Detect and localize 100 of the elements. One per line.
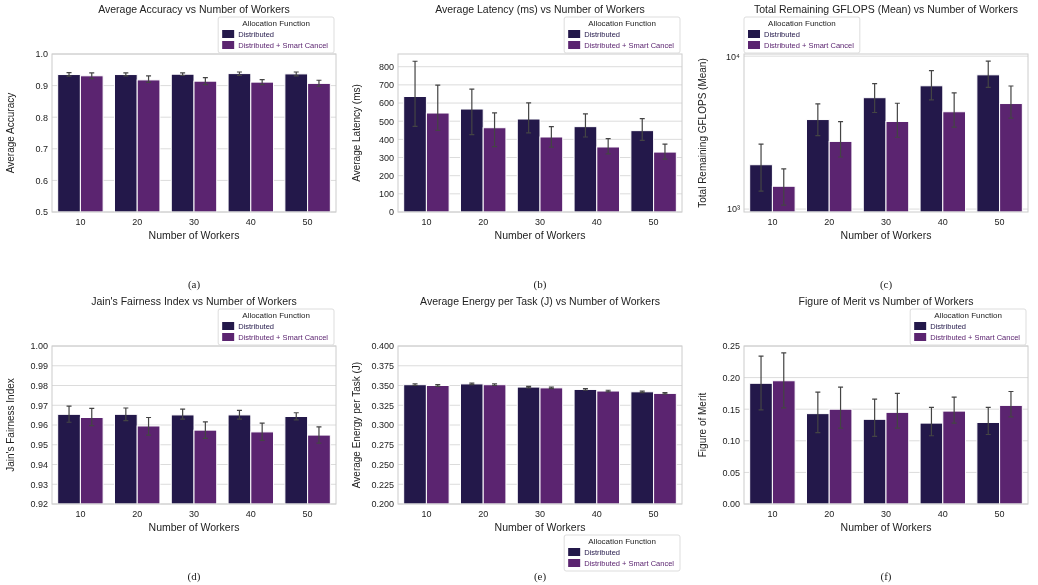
y-tick-label: 700 (378, 80, 394, 91)
x-tick-label: 50 (994, 216, 1005, 227)
x-tick-label: 10 (421, 508, 432, 519)
x-tick-label: 30 (188, 216, 200, 227)
y-tick-label: 0.99 (30, 361, 48, 372)
text: (b) (533, 278, 547, 291)
y-tick-label: 300 (378, 152, 394, 163)
legend-title: Allocation Function (242, 311, 310, 320)
x-tick-label: 30 (880, 508, 892, 519)
y-tick-label: 500 (378, 116, 394, 127)
chart-title: Total Remaining GFLOPS (Mean) vs Number of Workers (753, 3, 1019, 15)
x-tick-label: 20 (478, 216, 489, 227)
x-tick-label: 10 (75, 508, 86, 519)
x-tick-label: 40 (591, 508, 602, 519)
y-tick-label: 0.300 (371, 420, 394, 431)
x-axis-title: Number of Workers (494, 521, 586, 533)
text: (a) (187, 278, 201, 291)
y-axis-title: Total Remaining GFLOPS (Mean) (697, 58, 708, 208)
x-tick-label: 40 (937, 508, 948, 519)
y-tick-label: 0.00 (722, 499, 740, 510)
y-tick-label: 0.275 (371, 440, 394, 451)
x-tick-label: 50 (648, 508, 659, 519)
x-tick-label: 10 (767, 508, 778, 519)
y-tick-label: 100 (378, 189, 394, 200)
y-tick-label: 200 (378, 171, 394, 182)
y-tick-label: 0.05 (722, 467, 740, 478)
x-tick-label: 20 (824, 216, 835, 227)
y-tick-label: 0.325 (371, 400, 394, 411)
y-tick-label: 0.225 (371, 479, 394, 490)
x-tick-label: 10 (767, 216, 778, 227)
x-tick-label: 40 (245, 216, 256, 227)
chart-title: Jain's Fairness Index vs Number of Workers (91, 295, 297, 307)
y-tick-label: 10³ (726, 204, 740, 215)
y-tick-label: 0.375 (371, 361, 394, 372)
y-tick-label: 600 (378, 98, 394, 109)
x-tick-label: 40 (591, 216, 602, 227)
x-axis-title: Number of Workers (494, 229, 586, 241)
x-tick-label: 20 (132, 216, 143, 227)
y-tick-label: 0.92 (30, 499, 48, 510)
y-tick-label: 0 (388, 207, 394, 218)
y-tick-label: 0.96 (30, 420, 48, 431)
y-tick-label: 0.8 (35, 112, 48, 123)
y-tick-label: 0.7 (35, 144, 48, 155)
y-axis-title: Average Accuracy (5, 92, 16, 174)
y-tick-label: 800 (378, 62, 394, 73)
x-tick-label: 30 (880, 216, 892, 227)
y-tick-label: 0.5 (35, 207, 48, 218)
y-tick-label: 1.00 (30, 341, 48, 352)
chart-title: Figure of Merit vs Number of Workers (798, 295, 974, 307)
x-tick-label: 40 (245, 508, 256, 519)
x-tick-label: 50 (648, 216, 659, 227)
x-tick-label: 40 (937, 216, 948, 227)
x-axis-title: Number of Workers (148, 229, 240, 241)
chart-title: Average Accuracy vs Number of Workers (98, 3, 290, 15)
chart-title: Average Energy per Task (J) vs Number of Workers (420, 295, 660, 307)
y-axis-title: Figure of Merit (697, 392, 708, 458)
y-axis-title: Average Latency (ms) (351, 84, 362, 182)
x-tick-label: 10 (75, 216, 86, 227)
y-tick-label: 0.97 (30, 400, 48, 411)
y-tick-label: 0.400 (371, 341, 394, 352)
x-axis-title: Number of Workers (840, 229, 932, 241)
x-axis-title: Number of Workers (148, 521, 240, 533)
x-tick-label: 20 (478, 508, 489, 519)
text: (d) (187, 570, 201, 583)
x-tick-label: 30 (534, 216, 546, 227)
y-tick-label: 0.20 (722, 372, 740, 383)
y-tick-label: 0.95 (30, 440, 48, 451)
x-tick-label: 20 (824, 508, 835, 519)
text: (c) (879, 278, 893, 291)
y-tick-label: 0.10 (722, 436, 740, 447)
x-tick-label: 50 (302, 508, 313, 519)
legend-title: Allocation Function (242, 19, 310, 28)
x-tick-label: 20 (132, 508, 143, 519)
x-tick-label: 50 (302, 216, 313, 227)
y-tick-label: 0.15 (722, 404, 740, 415)
y-tick-label: 0.98 (30, 380, 48, 391)
x-tick-label: 30 (534, 508, 546, 519)
y-tick-label: 0.200 (371, 499, 394, 510)
y-tick-label: 400 (378, 134, 394, 145)
legend-title: Allocation Function (588, 537, 656, 546)
y-tick-label: 10⁴ (726, 51, 741, 62)
y-tick-label: 1.0 (35, 49, 48, 60)
x-tick-label: 30 (188, 508, 200, 519)
y-tick-label: 0.93 (30, 479, 48, 490)
legend-title: Allocation Function (588, 19, 656, 28)
legend-title: Allocation Function (934, 311, 1002, 320)
x-axis-title: Number of Workers (840, 521, 932, 533)
text: (e) (533, 570, 547, 583)
chart-title: Average Latency (ms) vs Number of Workers (435, 3, 645, 15)
y-axis-title: Average Energy per Task (J) (351, 361, 362, 489)
y-tick-label: 0.94 (30, 459, 48, 470)
y-tick-label: 0.25 (722, 341, 740, 352)
legend-title: Allocation Function (768, 19, 836, 28)
x-tick-label: 50 (994, 508, 1005, 519)
y-tick-label: 0.9 (35, 80, 48, 91)
y-tick-label: 0.250 (371, 459, 394, 470)
text: (f) (880, 570, 892, 583)
y-tick-label: 0.350 (371, 380, 394, 391)
y-axis-title: Jain's Fairness Index (5, 378, 16, 472)
y-tick-label: 0.6 (35, 175, 48, 186)
